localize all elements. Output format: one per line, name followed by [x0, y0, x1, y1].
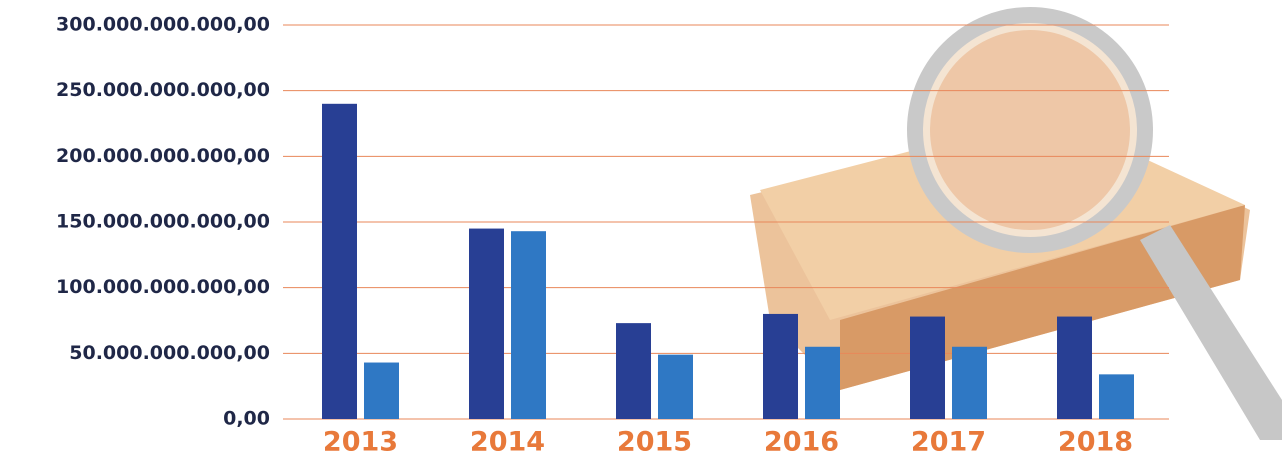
y-tick-label: 100.000.000.000,00 — [56, 276, 270, 298]
plot-area: 0,00 50.000.000.000,00 100.000.000.000,00 1… — [56, 14, 1169, 458]
y-tick-label: 250.000.000.000,00 — [56, 79, 270, 101]
x-tick-label: 2013 — [323, 427, 398, 458]
x-tick-label: 2016 — [764, 427, 839, 458]
bar — [910, 316, 945, 419]
bars — [322, 103, 1134, 420]
x-tick-label: 2014 — [470, 427, 545, 458]
bar — [511, 231, 546, 419]
bar — [616, 323, 651, 419]
bar — [1099, 374, 1134, 419]
y-tick-label: 150.000.000.000,00 — [56, 211, 270, 233]
bar — [658, 354, 693, 419]
y-tick-label: 0,00 — [223, 408, 270, 430]
y-tick-label: 300.000.000.000,00 — [56, 14, 270, 36]
x-tick-label: 2017 — [911, 427, 986, 458]
bar — [952, 346, 987, 419]
bar — [322, 103, 357, 420]
bar — [763, 313, 798, 419]
x-tick-label: 2015 — [617, 427, 692, 458]
x-tick-label: 2018 — [1058, 427, 1133, 458]
y-tick-label: 50.000.000.000,00 — [69, 342, 270, 364]
y-tick-label: 200.000.000.000,00 — [56, 145, 270, 167]
money-illustration — [750, 7, 1282, 440]
bar — [364, 362, 399, 419]
grid — [283, 24, 1169, 420]
bar — [469, 228, 504, 419]
bar — [1057, 316, 1092, 419]
bar — [805, 346, 840, 419]
